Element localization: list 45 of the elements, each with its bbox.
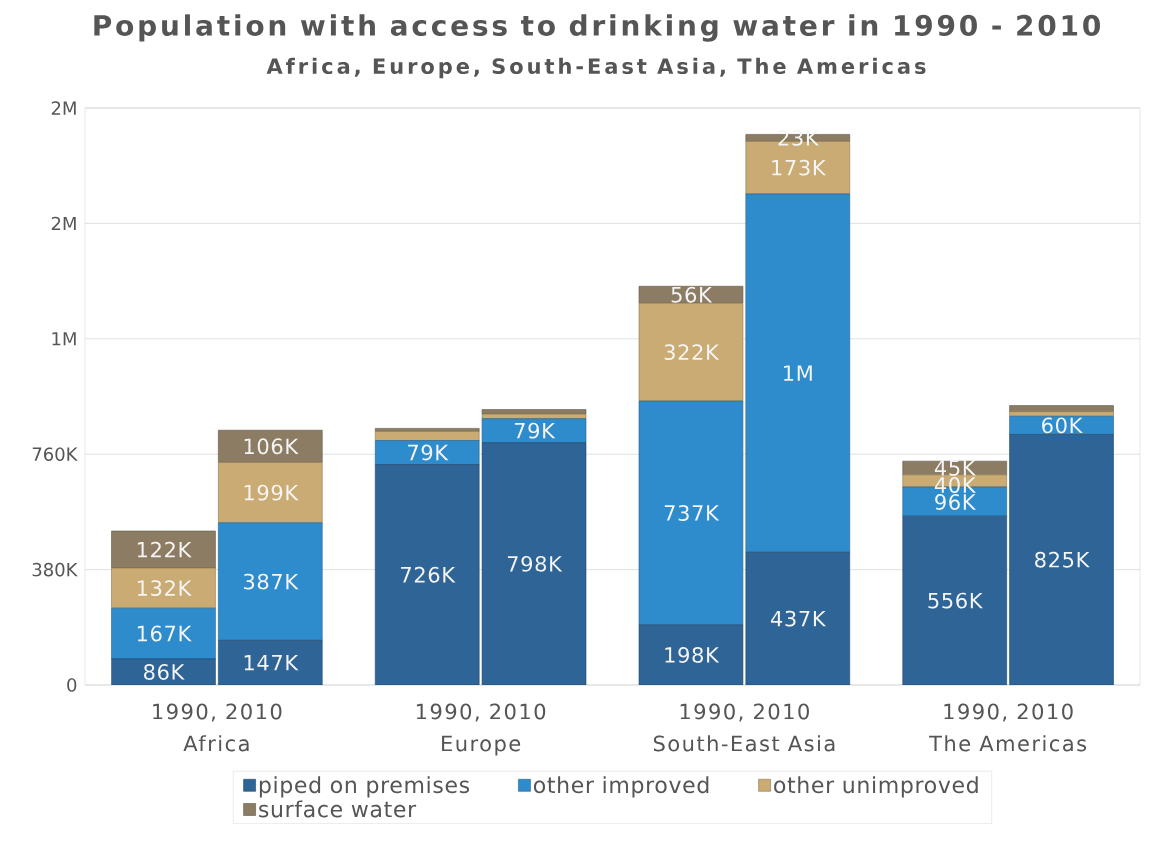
data-label: 798K <box>507 555 563 572</box>
y-tick-label: 2M <box>51 101 76 115</box>
y-tick-label: 2M <box>51 216 76 231</box>
data-label: 198K <box>665 646 720 663</box>
chart-subtitle: Africa, Europe, South-East Asia, The Americas <box>266 57 926 79</box>
legend-label: surface water <box>259 800 417 818</box>
data-label: 86K <box>144 663 185 680</box>
data-label: 737K <box>664 505 720 521</box>
chart-title: Population with access to drinking water in 1990 - 2010 <box>94 14 1100 42</box>
data-label: 726K <box>401 566 456 583</box>
data-label: 556K <box>928 592 983 609</box>
text: 1990, 2010 <box>944 703 1073 722</box>
text: 1990, 2010 <box>416 703 546 722</box>
text: Africa <box>183 735 249 752</box>
data-label: 199K <box>244 484 299 501</box>
data-label: 1M <box>784 365 812 381</box>
text: 1990, 2010 <box>153 703 282 722</box>
data-label: 79K <box>408 444 449 461</box>
y-tick-label: 0 <box>67 678 77 692</box>
legend-label: other unimproved <box>774 776 978 798</box>
text: The Americas <box>929 735 1087 752</box>
data-label: 23K <box>778 129 820 146</box>
data-label: 56K <box>671 286 713 303</box>
data-label: 387K <box>244 573 299 590</box>
y-tick-label: 380K <box>32 562 78 577</box>
legend-label: piped on premises <box>259 776 470 798</box>
data-label: 322K <box>664 344 720 361</box>
data-label: 173K <box>772 159 827 176</box>
data-label: 106K <box>244 438 299 455</box>
data-label: 825K <box>1035 551 1090 568</box>
text: 1990, 2010 <box>680 703 809 722</box>
y-tick-label: 1M <box>52 332 76 346</box>
data-label: 96K <box>935 494 976 510</box>
legend-label: other improved <box>533 776 709 798</box>
data-label: 45K <box>934 460 976 476</box>
data-label: 437K <box>770 610 827 627</box>
data-label: 167K <box>137 625 192 642</box>
data-label: 122K <box>137 541 192 558</box>
text: South-East Asia <box>653 735 835 752</box>
y-tick-label: 760K <box>32 447 78 461</box>
data-label: 60K <box>1042 417 1083 434</box>
text: Europe <box>442 735 521 756</box>
data-label: 132K <box>137 580 192 597</box>
data-label: 147K <box>244 655 299 671</box>
data-label: 79K <box>514 422 556 439</box>
